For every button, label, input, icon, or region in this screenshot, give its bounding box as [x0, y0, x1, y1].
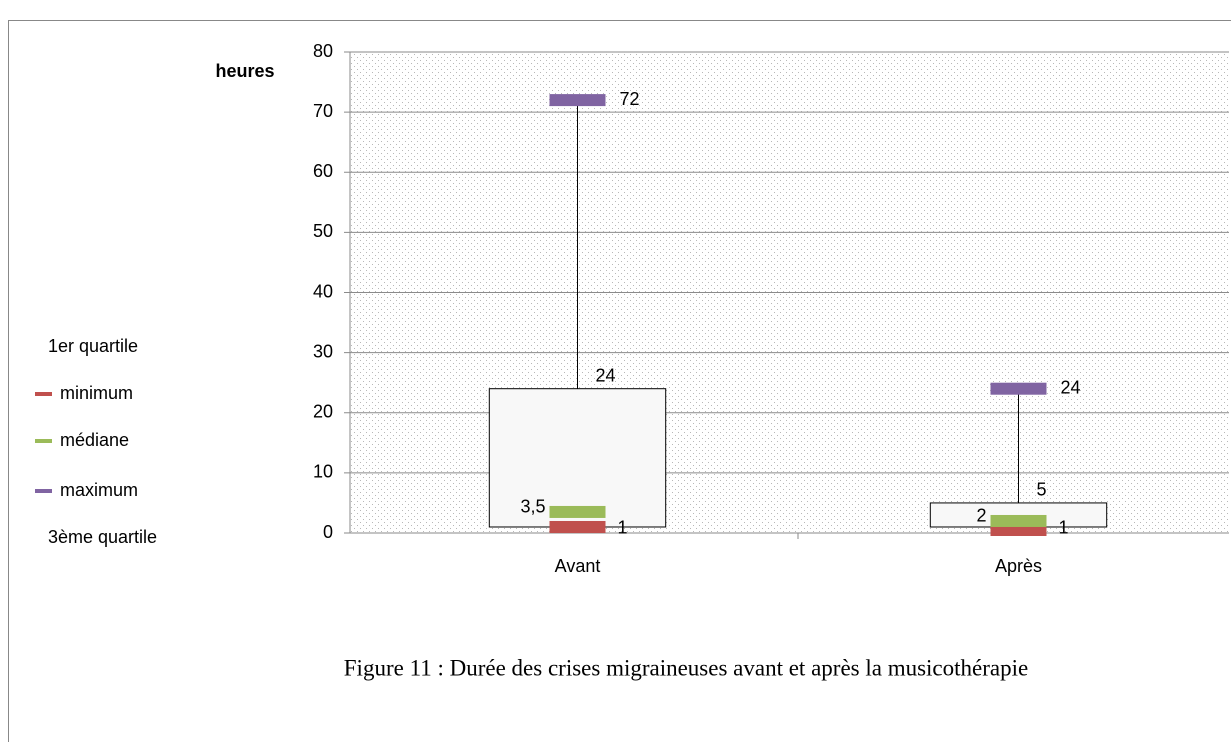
data-label: 5 — [1037, 480, 1047, 500]
data-label: 72 — [620, 89, 640, 109]
y-tick-label: 10 — [313, 462, 333, 482]
data-label: 1 — [1059, 518, 1069, 538]
marker — [990, 514, 1047, 527]
y-tick-label: 60 — [313, 161, 333, 181]
legend-swatch — [35, 439, 52, 443]
y-tick-label: 0 — [323, 522, 333, 542]
data-label: 24 — [1061, 377, 1081, 397]
x-tick-label: Après — [995, 556, 1042, 576]
box — [488, 388, 667, 528]
marker — [549, 505, 606, 518]
y-tick-label: 20 — [313, 402, 333, 422]
marker — [549, 520, 606, 533]
y-tick-label: 40 — [313, 281, 333, 301]
y-tick-label: 70 — [313, 101, 333, 121]
legend-label: 1er quartile — [48, 336, 138, 356]
caption: Figure 11 : Durée des crises migraineuse… — [344, 655, 1028, 680]
y-tick-label: 30 — [313, 341, 333, 361]
y-axis-label: heures — [215, 61, 274, 81]
y-tick-label: 50 — [313, 221, 333, 241]
y-tick-label: 80 — [313, 41, 333, 61]
marker — [549, 94, 606, 107]
legend-label: minimum — [60, 383, 133, 403]
legend-swatch — [35, 489, 52, 493]
data-label: 1 — [618, 518, 628, 538]
legend-label: médiane — [60, 430, 129, 450]
marker — [990, 523, 1047, 536]
x-tick-label: Avant — [555, 556, 601, 576]
legend-label: 3ème quartile — [48, 527, 157, 547]
data-label: 3,5 — [520, 497, 545, 517]
data-label: 24 — [596, 365, 616, 385]
data-label: 2 — [976, 506, 986, 526]
legend-swatch — [35, 392, 52, 396]
marker — [990, 382, 1047, 395]
legend-label: maximum — [60, 480, 138, 500]
